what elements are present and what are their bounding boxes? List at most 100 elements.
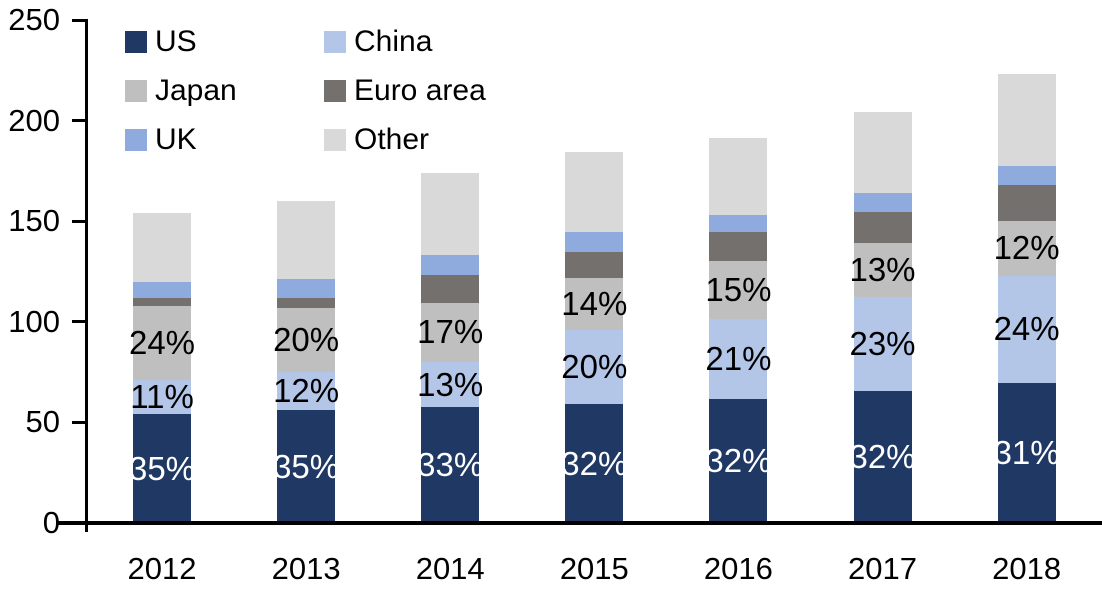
bar-segment-uk	[133, 281, 191, 298]
y-tick-mark	[72, 119, 86, 123]
bar-segment-us	[421, 407, 480, 523]
bar-segment-uk	[565, 232, 624, 253]
bar-segment-other	[997, 74, 1056, 166]
y-axis-line	[85, 19, 88, 523]
legend-swatch-icon	[324, 31, 346, 53]
x-tick-label: 2013	[271, 551, 341, 586]
bar-segment-euro-area	[421, 274, 480, 303]
bar-segment-euro-area	[997, 184, 1056, 222]
data-label-us: 32%	[849, 438, 916, 476]
data-label-china: 12%	[273, 372, 340, 410]
bar-segment-other	[133, 213, 191, 282]
bar-segment-us	[133, 414, 191, 523]
legend-swatch-icon	[125, 129, 147, 151]
data-label-japan: 15%	[705, 271, 772, 309]
data-label-japan: 20%	[273, 320, 340, 358]
bar-segment-japan	[997, 221, 1056, 276]
data-label-us: 31%	[993, 434, 1060, 472]
bar-segment-china	[853, 296, 912, 392]
data-label-us: 35%	[273, 447, 340, 485]
data-label-china: 21%	[705, 340, 772, 378]
legend-item-china: China	[324, 25, 432, 59]
data-label-us: 33%	[417, 446, 484, 484]
bar-segment-japan	[277, 307, 336, 373]
bar-segment-other	[709, 137, 768, 216]
bar-segment-euro-area	[709, 232, 768, 262]
legend-item-euro-area: Euro area	[324, 74, 486, 108]
x-tick-label: 2014	[415, 551, 485, 586]
data-label-us: 32%	[705, 442, 772, 480]
bar-segment-china	[133, 380, 191, 415]
legend-item-us: US	[125, 25, 197, 59]
legend-label: Other	[354, 123, 430, 156]
x-tick-label: 2018	[992, 551, 1062, 586]
bar-segment-uk	[421, 255, 480, 275]
legend-item-other: Other	[324, 123, 429, 157]
data-label-china: 23%	[849, 324, 916, 362]
data-label-china: 24%	[993, 310, 1060, 348]
x-tick-label: 2017	[848, 551, 917, 586]
bar-segment-other	[421, 172, 480, 256]
data-label-us: 35%	[128, 449, 196, 487]
bar-segment-euro-area	[277, 297, 336, 308]
data-label-china: 11%	[130, 378, 194, 416]
bar-segment-uk	[853, 193, 912, 213]
legend-swatch-icon	[125, 80, 147, 102]
bar-segment-china	[565, 329, 624, 405]
bar-segment-euro-area	[133, 297, 191, 306]
legend-item-uk: UK	[125, 123, 197, 157]
data-label-china: 20%	[561, 348, 628, 386]
y-tick-label: 0	[42, 505, 60, 540]
bar-segment-japan	[421, 302, 480, 363]
data-label-china: 13%	[417, 365, 484, 403]
bar-segment-other	[277, 201, 336, 279]
legend-label: US	[155, 25, 197, 58]
bar-segment-japan	[853, 243, 912, 297]
y-tick-mark	[72, 320, 86, 324]
bar-segment-uk	[277, 278, 336, 298]
y-tick-mark	[72, 219, 86, 223]
bar-segment-euro-area	[853, 212, 912, 244]
legend-label: UK	[155, 123, 197, 156]
legend-label: China	[354, 25, 433, 58]
data-label-japan: 13%	[849, 250, 916, 288]
data-label-japan: 12%	[993, 229, 1060, 267]
bar-segment-china	[709, 318, 768, 400]
bar-segment-euro-area	[565, 252, 624, 278]
bar-segment-uk	[709, 215, 768, 233]
legend-label: Euro area	[354, 74, 486, 107]
bar-segment-china	[421, 362, 480, 408]
bar-segment-china	[277, 372, 336, 411]
bar-segment-uk	[997, 165, 1056, 185]
x-tick-label: 2012	[127, 551, 197, 586]
bar-segment-other	[853, 111, 912, 194]
y-tick-label: 200	[8, 102, 60, 138]
legend-swatch-icon	[324, 80, 346, 102]
x-tick-label: 2015	[559, 551, 629, 586]
y-tick-mark	[72, 18, 86, 22]
legend-swatch-icon	[125, 31, 147, 53]
legend-swatch-icon	[324, 129, 346, 151]
legend-label: Japan	[155, 74, 237, 107]
bar-segment-japan	[133, 305, 191, 381]
bar-segment-us	[853, 391, 912, 523]
legend-item-japan: Japan	[125, 74, 237, 108]
bar-segment-us	[277, 410, 336, 523]
bar-segment-us	[709, 399, 768, 523]
bar-segment-us	[997, 383, 1056, 523]
y-tick-label: 50	[25, 404, 60, 440]
data-label-us: 32%	[561, 444, 628, 482]
bar-segment-japan	[709, 261, 768, 319]
data-label-japan: 17%	[417, 313, 484, 351]
bar-segment-japan	[565, 277, 624, 330]
data-label-japan: 24%	[128, 323, 196, 361]
x-tick-label: 2016	[703, 551, 773, 586]
y-tick-mark	[72, 420, 86, 424]
bar-segment-us	[565, 404, 624, 523]
y-tick-label: 150	[8, 203, 60, 239]
y-tick-label: 250	[8, 2, 60, 37]
data-label-japan: 14%	[561, 284, 628, 322]
x-axis-zero-tick	[85, 521, 88, 532]
y-tick-label: 100	[8, 303, 60, 339]
